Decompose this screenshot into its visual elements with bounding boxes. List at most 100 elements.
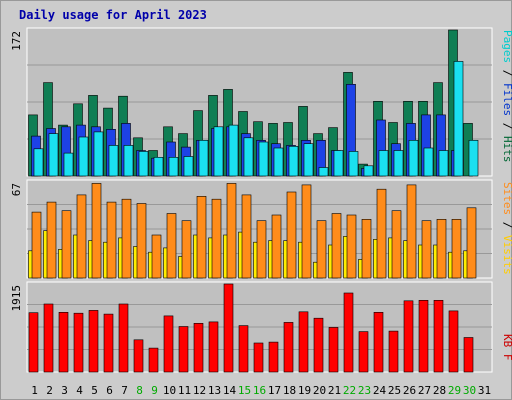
day-labels: 1 2 3 4 5 6 7 8 9 10 11 12 13 14 15 16 17 18 19 20 21 22 23 24 2…	[31, 384, 491, 397]
bar-kb-f-day-25	[388, 330, 399, 373]
bar-kb-f-day-18	[283, 322, 294, 373]
bar-kb-f-day-22	[343, 292, 354, 373]
bar-pages-day-6	[108, 145, 119, 177]
panel-max-label: 1915	[10, 285, 23, 312]
bar-sites-day-6	[106, 201, 117, 279]
bar-sites-day-25	[391, 210, 402, 279]
bar-sites-day-28	[436, 219, 447, 279]
bar-pages-day-4	[78, 136, 89, 177]
bar-sites-day-22	[346, 214, 357, 279]
bar-kb-f-day-8	[133, 339, 144, 373]
bar-sites-day-1	[31, 211, 42, 279]
panel-max-label: 172	[10, 31, 23, 51]
bar-pages-day-30	[468, 140, 479, 177]
day-label-14: 14	[223, 384, 237, 397]
bar-sites-day-16	[256, 220, 267, 279]
day-label-26: 26	[403, 384, 416, 397]
chart-panels: 172 Pages / Files / Hits 67 Sites / Visits 1…	[10, 27, 512, 373]
day-label-18: 18	[283, 384, 296, 397]
bar-sites-day-21	[331, 213, 342, 279]
bar-sites-day-18	[286, 191, 297, 279]
bar-kb-f-day-17	[268, 341, 279, 373]
bar-pages-day-22	[348, 151, 359, 177]
bar-sites-day-14	[226, 183, 237, 279]
bar-pages-day-20	[318, 167, 329, 177]
bar-kb-f-day-13	[208, 321, 219, 373]
series-kb-f	[28, 283, 474, 373]
bar-pages-day-27	[423, 147, 434, 177]
bar-kb-f-day-19	[298, 311, 309, 373]
bar-kb-f-day-9	[148, 347, 159, 373]
legend-sites: Sites	[501, 182, 512, 215]
bar-sites-day-9	[151, 234, 162, 279]
bar-pages-day-18	[288, 146, 299, 177]
bar-kb-f-day-30	[463, 337, 474, 373]
legend-separator: /	[501, 116, 512, 136]
bar-kb-f-day-21	[328, 327, 339, 373]
series-sites	[31, 183, 477, 279]
bar-sites-day-10	[166, 213, 177, 279]
day-label-9: 9	[151, 384, 158, 397]
bar-kb-f-day-14	[223, 283, 234, 373]
day-label-29: 29	[448, 384, 461, 397]
bar-sites-day-13	[211, 198, 222, 279]
day-label-11: 11	[178, 384, 191, 397]
bar-kb-f-day-3	[58, 311, 69, 373]
bar-kb-f-day-15	[238, 325, 249, 373]
bar-kb-f-day-26	[403, 300, 414, 373]
day-label-17: 17	[268, 384, 281, 397]
bar-pages-day-26	[408, 140, 419, 177]
bar-kb-f-day-20	[313, 317, 324, 373]
bar-sites-day-27	[421, 220, 432, 279]
bar-kb-f-day-24	[373, 311, 384, 373]
panel-legend: Pages / Files / Hits	[501, 30, 512, 163]
bar-sites-day-26	[406, 184, 417, 279]
bar-sites-day-29	[451, 219, 462, 279]
bar-pages-day-16	[258, 141, 269, 177]
bar-kb-f-day-16	[253, 342, 264, 373]
bar-pages-day-9	[153, 157, 164, 177]
bar-pages-day-10	[168, 157, 179, 177]
day-label-7: 7	[121, 384, 128, 397]
bar-sites-day-4	[76, 194, 87, 279]
bar-sites-day-19	[301, 184, 312, 279]
day-label-31: 31	[478, 384, 491, 397]
chart-title: Daily usage for April 2023	[19, 8, 207, 22]
day-label-20: 20	[313, 384, 326, 397]
bar-pages-day-28	[438, 150, 449, 177]
legend-files: Files	[501, 83, 512, 116]
bar-sites-day-7	[121, 198, 132, 279]
bar-kb-f-day-23	[358, 331, 369, 373]
bar-kb-f-day-5	[88, 310, 99, 373]
bar-sites-day-17	[271, 214, 282, 279]
bar-pages-day-14	[228, 124, 239, 177]
bar-pages-day-3	[63, 152, 74, 177]
day-label-15: 15	[238, 384, 251, 397]
legend-separator: /	[501, 63, 512, 83]
bar-sites-day-2	[46, 201, 57, 279]
bar-pages-day-24	[378, 150, 389, 177]
day-label-3: 3	[61, 384, 68, 397]
bar-kb-f-day-11	[178, 326, 189, 373]
day-label-21: 21	[328, 384, 341, 397]
bar-sites-day-20	[316, 220, 327, 279]
legend-separator: /	[501, 215, 512, 235]
day-label-6: 6	[106, 384, 113, 397]
bar-sites-day-8	[136, 203, 147, 279]
bar-sites-day-15	[241, 194, 252, 279]
bar-kb-f-day-7	[118, 303, 129, 373]
series-pages	[33, 61, 479, 177]
panel-kb: 1915 KB F	[10, 281, 512, 373]
day-label-5: 5	[91, 384, 98, 397]
bar-pages-day-12	[198, 140, 209, 177]
legend-hits: Hits	[501, 136, 512, 163]
day-label-25: 25	[388, 384, 401, 397]
day-label-8: 8	[136, 384, 143, 397]
day-label-1: 1	[31, 384, 38, 397]
day-label-12: 12	[193, 384, 206, 397]
day-label-27: 27	[418, 384, 431, 397]
bar-sites-day-3	[61, 210, 72, 279]
bar-pages-day-15	[243, 137, 254, 177]
panel-sites: 67 Sites / Visits	[10, 179, 512, 279]
legend-kb-f: KB F	[501, 334, 512, 361]
